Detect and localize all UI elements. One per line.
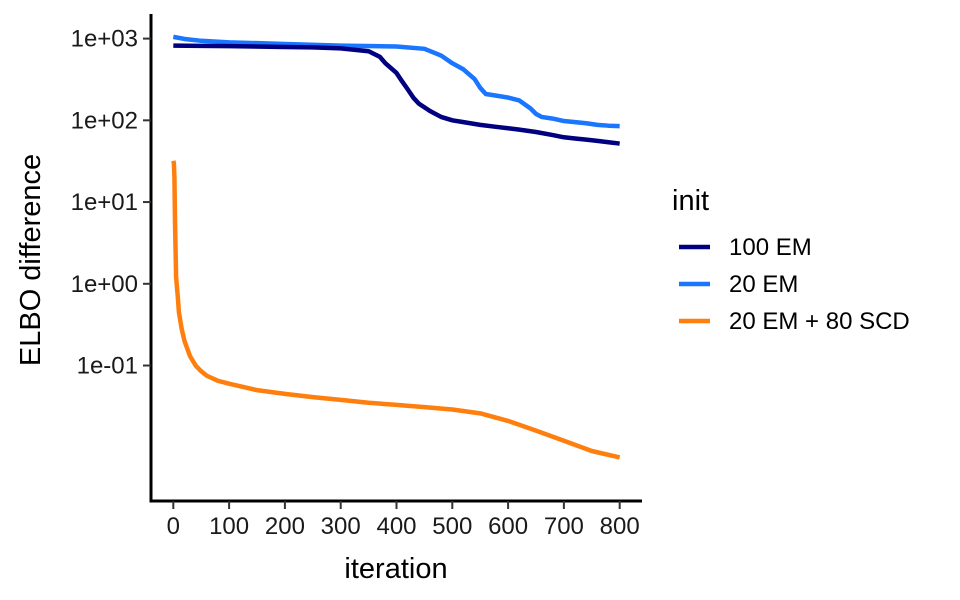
legend-item: 100 EM <box>679 234 812 261</box>
x-tick-label: 200 <box>265 513 305 540</box>
legend-label: 100 EM <box>729 234 812 261</box>
x-tick-label: 100 <box>209 513 249 540</box>
x-axis-ticks: 0 100 200 300 400 500 600 700 800 <box>167 501 640 540</box>
y-tick-label: 1e-01 <box>77 353 138 380</box>
legend: init 100 EM 20 EM 20 EM + 80 SCD <box>672 185 910 335</box>
legend-item: 20 EM <box>679 271 798 298</box>
x-tick-label: 700 <box>544 513 584 540</box>
legend-label: 20 EM <box>729 271 798 298</box>
plot-area <box>171 34 621 460</box>
y-tick-label: 1e+02 <box>71 107 138 134</box>
legend-title: init <box>672 185 709 217</box>
y-axis-ticks: 1e+03 1e+02 1e+01 1e+00 1e-01 <box>71 26 151 380</box>
x-tick-label: 600 <box>488 513 528 540</box>
series-line-20-em-80-scd <box>171 160 621 460</box>
x-tick-label: 0 <box>167 513 180 540</box>
series-line-100-em <box>173 43 620 146</box>
x-tick-label: 500 <box>432 513 472 540</box>
legend-items: 100 EM 20 EM 20 EM + 80 SCD <box>679 234 910 335</box>
y-tick-label: 1e+00 <box>71 271 138 298</box>
x-tick-label: 300 <box>321 513 361 540</box>
x-tick-label: 400 <box>376 513 416 540</box>
series-line-20-em <box>172 34 620 129</box>
x-tick-label: 800 <box>600 513 640 540</box>
x-axis-title: iteration <box>344 553 447 585</box>
y-tick-label: 1e+03 <box>71 26 138 53</box>
legend-item: 20 EM + 80 SCD <box>679 308 910 335</box>
legend-label: 20 EM + 80 SCD <box>729 308 910 335</box>
y-tick-label: 1e+01 <box>71 189 138 216</box>
y-axis-title: ELBO difference <box>15 154 47 366</box>
